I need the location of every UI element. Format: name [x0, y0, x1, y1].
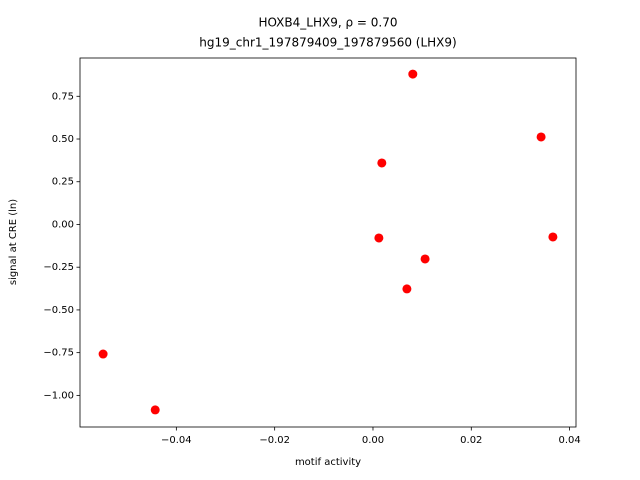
point: [548, 232, 558, 242]
y-axis-label: signal at CRE (ln): [8, 199, 19, 285]
x-tick-label: 0.00: [362, 435, 384, 446]
y-tick-label: 0.50: [52, 134, 74, 145]
y-tick-label: −0.50: [43, 305, 74, 316]
y-tick-label: 0.25: [52, 177, 74, 188]
point: [402, 284, 412, 294]
x-tick-label: −0.04: [161, 435, 192, 446]
y-tick-label: 0.00: [52, 219, 74, 230]
x-tick-label: 0.02: [460, 435, 482, 446]
point: [98, 349, 108, 359]
point: [420, 254, 430, 264]
chart-title: HOXB4_LHX9, ρ = 0.70: [258, 16, 397, 30]
x-tick-label: −0.02: [259, 435, 290, 446]
point: [150, 405, 160, 415]
x-tick-label: 0.04: [558, 435, 580, 446]
plot-frame: [79, 57, 577, 428]
x-axis-label: motif activity: [295, 457, 361, 468]
y-tick-label: −0.75: [43, 348, 74, 359]
y-tick-label: 0.75: [52, 91, 74, 102]
y-tick-label: −1.00: [43, 390, 74, 401]
point: [377, 158, 387, 168]
point: [374, 233, 384, 243]
chart-subtitle: hg19_chr1_197879409_197879560 (LHX9): [199, 36, 456, 50]
point: [408, 69, 418, 79]
y-tick-label: −0.25: [43, 262, 74, 273]
point: [536, 132, 546, 142]
